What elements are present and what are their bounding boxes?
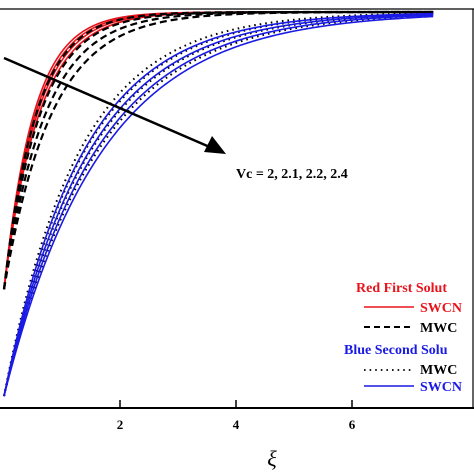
curves-group (2, 10, 434, 397)
legend: Red First Solut SWCN MWC Blue Second Sol… (344, 281, 462, 395)
second-solution-mwcnt-curve-4 (3, 14, 434, 397)
x-tick-label: 2 (117, 417, 124, 432)
x-ticks: 2 4 6 (117, 400, 356, 432)
legend-red-mwcnt-label: MWC (420, 321, 457, 336)
legend-red-heading: Red First Solut (356, 281, 447, 296)
second-solution-swcnt-curve-3 (3, 14, 434, 397)
annotation-arrow-shaft (3, 56, 213, 150)
annotation-label: Vc = 2, 2.1, 2.2, 2.4 (236, 167, 348, 182)
second-solution-swcnt-curve-2 (3, 13, 434, 397)
x-tick-label: 4 (233, 417, 240, 432)
legend-blue-swcnt-label: SWCN (420, 380, 462, 395)
legend-blue-heading: Blue Second Solu (344, 343, 448, 358)
first-solution-mwcnt-curve-4 (2, 10, 434, 290)
x-tick-label: 6 (349, 417, 356, 432)
second-solution-swcnt-curve-1 (3, 12, 434, 397)
second-solution-swcnt-curve-4 (3, 15, 434, 397)
legend-red-swcnt-label: SWCN (420, 301, 462, 316)
x-axis-label: ξ (267, 446, 277, 471)
second-solution-mwcnt-curve-3 (3, 13, 434, 397)
annotation-arrow-head (204, 136, 226, 154)
legend-blue-mwcnt-label: MWC (420, 363, 457, 378)
